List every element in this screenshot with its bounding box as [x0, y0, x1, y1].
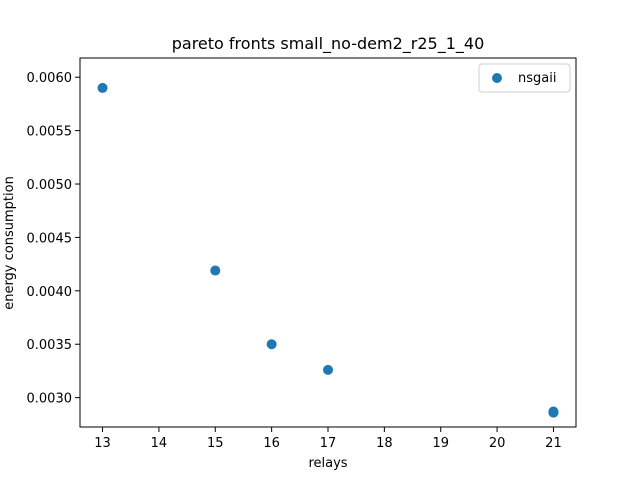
x-axis-ticks: 13 14 15 16 17 18 19 20 21	[94, 427, 562, 451]
y-tick-label: 0.0060	[27, 71, 73, 86]
chart-title: pareto fronts small_no-dem2_r25_1_40	[172, 34, 485, 54]
data-point-nsgaii	[266, 339, 277, 350]
legend-label-nsgaii: nsgaii	[518, 71, 556, 86]
legend-marker	[492, 73, 502, 83]
data-point-nsgaii	[548, 407, 559, 418]
y-tick-label: 0.0050	[27, 178, 73, 193]
y-tick-label: 0.0055	[27, 125, 73, 140]
y-tick-label: 0.0040	[27, 285, 73, 300]
data-point-nsgaii	[97, 82, 108, 93]
data-points	[97, 82, 559, 418]
y-axis-ticks: 0.0030 0.0035 0.0040 0.0045 0.0050 0.0055 0.00…	[27, 71, 80, 407]
y-axis-label: energy consumption	[2, 176, 17, 310]
y-tick-label: 0.0030	[27, 392, 73, 407]
x-tick-label: 20	[489, 436, 506, 451]
x-tick-label: 21	[545, 436, 562, 451]
x-tick-label: 14	[151, 436, 168, 451]
data-point-nsgaii	[323, 364, 333, 375]
x-tick-label: 17	[320, 436, 337, 451]
x-tick-label: 13	[94, 436, 111, 451]
x-tick-label: 18	[376, 436, 393, 451]
x-tick-label: 16	[263, 436, 280, 451]
x-tick-label: 19	[432, 436, 449, 451]
x-axis-label: relays	[308, 456, 347, 471]
y-tick-label: 0.0045	[27, 231, 73, 246]
legend: nsgaii	[478, 63, 571, 93]
x-tick-label: 15	[207, 436, 224, 451]
legend-box	[478, 63, 571, 93]
data-point-nsgaii	[210, 265, 221, 276]
y-tick-label: 0.0035	[27, 338, 73, 353]
